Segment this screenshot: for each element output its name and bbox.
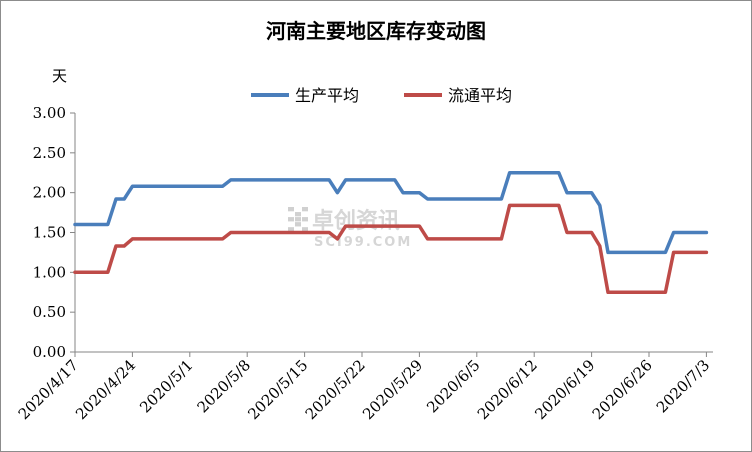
x-tick-label: 2020/6/5 bbox=[423, 356, 483, 416]
y-tick-label: 2.50 bbox=[33, 144, 66, 162]
series-line-circulation bbox=[73, 203, 709, 295]
y-tick-label: 1.50 bbox=[33, 224, 66, 242]
watermark-logo-block bbox=[302, 217, 308, 222]
watermark-logo-block bbox=[295, 212, 301, 217]
x-tick-label: 2020/6/26 bbox=[589, 356, 656, 423]
y-tick-label: 3.00 bbox=[33, 104, 66, 122]
watermark-brand-en: SCI99.COM bbox=[314, 235, 412, 250]
watermark: 卓创资讯 SCI99.COM bbox=[288, 207, 412, 250]
series-line-production bbox=[73, 171, 709, 255]
legend-label-circulation: 流通平均 bbox=[448, 86, 512, 105]
series-layer bbox=[73, 171, 709, 295]
watermark-logo-block bbox=[302, 207, 308, 212]
watermark-logo-block bbox=[302, 227, 308, 232]
watermark-logo-block bbox=[295, 222, 301, 227]
x-tick-label: 2020/6/19 bbox=[531, 356, 598, 423]
watermark-logo-block bbox=[288, 227, 294, 232]
x-tick-label: 2020/5/8 bbox=[194, 356, 254, 416]
y-axis-unit-label: 天 bbox=[52, 67, 67, 85]
x-tick-label: 2020/5/1 bbox=[136, 356, 196, 416]
x-tick-label: 2020/5/29 bbox=[359, 356, 426, 423]
axes: 0.000.501.001.502.002.503.002020/4/17202… bbox=[15, 104, 714, 423]
x-tick-label: 2020/5/15 bbox=[244, 356, 311, 423]
watermark-logo bbox=[288, 207, 308, 232]
chart-title: 河南主要地区库存变动图 bbox=[266, 19, 486, 43]
x-tick-label: 2020/4/24 bbox=[72, 356, 139, 423]
watermark-logo-block bbox=[288, 207, 294, 212]
x-tick-label: 2020/6/12 bbox=[474, 356, 541, 423]
y-tick-label: 1.00 bbox=[33, 263, 66, 281]
x-tick-label: 2020/7/3 bbox=[653, 356, 713, 416]
x-tick-label: 2020/4/17 bbox=[15, 356, 82, 423]
legend-label-production: 生产平均 bbox=[295, 86, 359, 105]
x-tick-label: 2020/5/22 bbox=[302, 356, 369, 423]
legend: 生产平均 流通平均 bbox=[251, 86, 512, 105]
watermark-logo-block bbox=[295, 217, 301, 222]
y-tick-label: 2.00 bbox=[33, 184, 66, 202]
watermark-brand-cn: 卓创资讯 bbox=[312, 209, 400, 234]
y-tick-label: 0.00 bbox=[33, 343, 66, 361]
watermark-logo-block bbox=[288, 217, 294, 222]
y-tick-label: 0.50 bbox=[33, 303, 66, 321]
